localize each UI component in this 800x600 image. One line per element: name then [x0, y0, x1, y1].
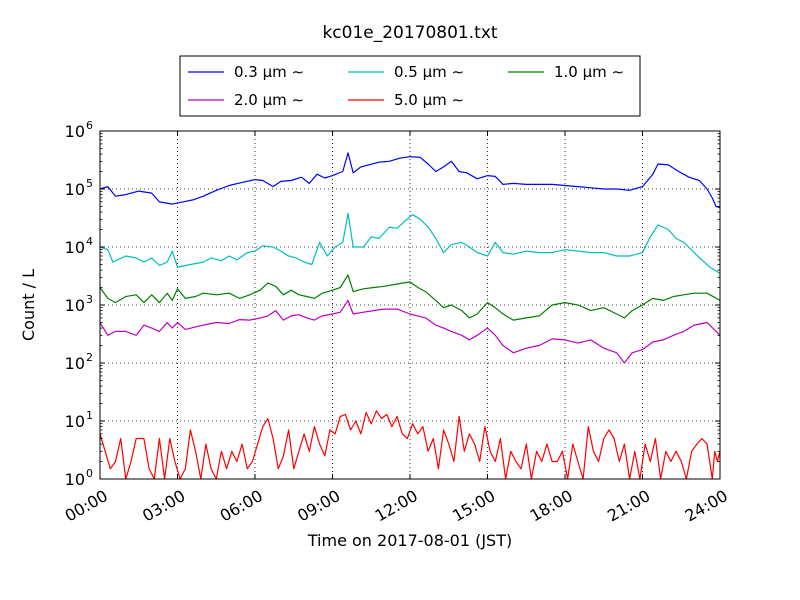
y-tick-label: 10	[65, 122, 85, 141]
y-tick-label: 10	[65, 412, 85, 431]
x-tick-label: 21:00	[604, 486, 653, 526]
y-tick-label-exponent: 3	[86, 293, 93, 306]
x-tick-label: 18:00	[527, 486, 576, 526]
legend-box	[179, 55, 641, 117]
x-tick-label: 09:00	[294, 486, 343, 526]
series-line-4	[99, 410, 721, 480]
chart-title: kc01e_20170801.txt	[322, 23, 497, 43]
legend: 0.3 μm ∼ 0.5 μm ∼ 1.0 μm ∼ 2.0 μm ∼ 5.0 μm ∼	[188, 63, 624, 109]
y-tick-label: 10	[65, 354, 85, 373]
gridlines	[100, 131, 720, 479]
legend-label-1: 0.5 μm ∼	[394, 63, 464, 81]
x-tick-label: 15:00	[449, 486, 498, 526]
y-tick-label: 10	[65, 470, 85, 489]
series-layer	[99, 152, 721, 480]
x-tick-label: 06:00	[217, 486, 266, 526]
legend-label-2: 1.0 μm ∼	[554, 63, 624, 81]
y-tick-label-exponent: 5	[86, 177, 93, 190]
y-tick-label: 10	[65, 296, 85, 315]
series-line-2	[99, 274, 721, 321]
y-tick-label-exponent: 2	[86, 351, 93, 364]
x-tick-label: 03:00	[139, 486, 188, 526]
y-tick-label: 10	[65, 180, 85, 199]
y-tick-label-exponent: 6	[86, 119, 93, 132]
legend-label-3: 2.0 μm ∼	[234, 91, 304, 109]
y-tick-label: 10	[65, 238, 85, 257]
x-tick-label: 00:00	[62, 486, 111, 526]
legend-label-4: 5.0 μm ∼	[394, 91, 464, 109]
series-line-1	[99, 212, 721, 274]
y-tick-label-exponent: 0	[86, 467, 93, 480]
y-tick-label-exponent: 1	[86, 409, 93, 422]
y-axis-label: Count / L	[19, 269, 38, 341]
x-tick-label: 24:00	[682, 486, 731, 526]
series-line-3	[99, 299, 721, 364]
y-tick-label-exponent: 4	[86, 235, 93, 248]
series-line-0	[99, 152, 721, 209]
x-axis-label: Time on 2017-08-01 (JST)	[307, 531, 512, 550]
x-tick-label: 12:00	[372, 486, 421, 526]
legend-label-0: 0.3 μm ∼	[234, 63, 304, 81]
